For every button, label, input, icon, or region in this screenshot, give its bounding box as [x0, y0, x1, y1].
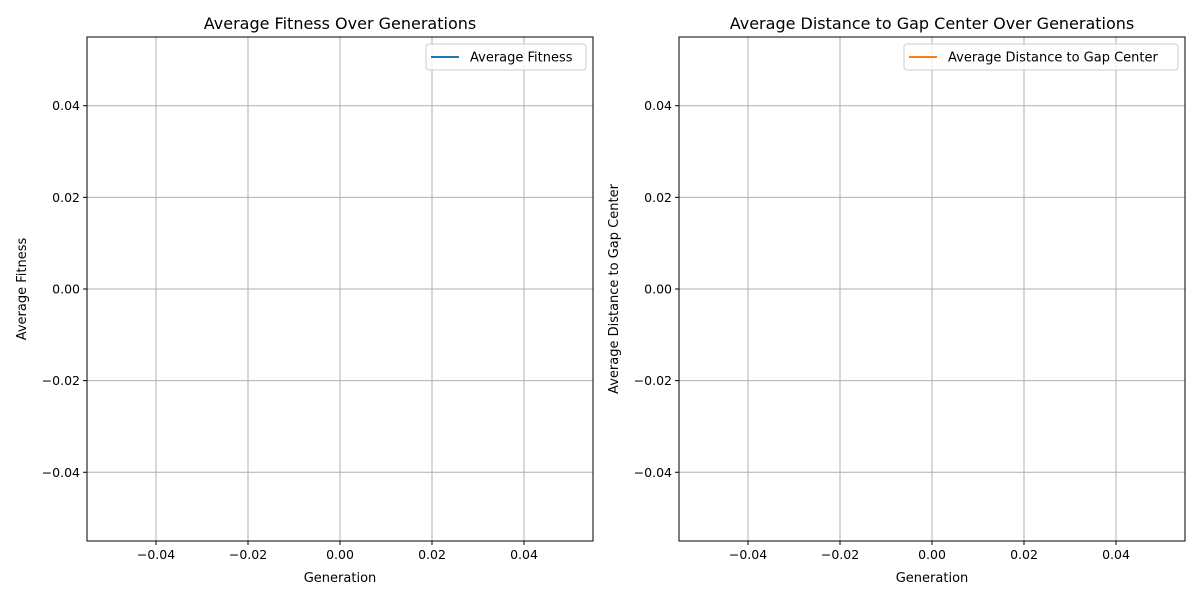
y-tick-label: −0.04 [42, 465, 80, 480]
chart-title: Average Distance to Gap Center Over Gene… [730, 14, 1135, 33]
chart-panel-1: −0.04 −0.02 0.00 0.02 0.04 −0.04 −0.02 0.00 0.02… [15, 14, 594, 586]
x-tick-label: 0.00 [326, 547, 354, 562]
legend-box [903, 43, 1179, 71]
x-tick-label: 0.02 [1010, 547, 1038, 562]
y-tick-label: 0.04 [644, 98, 672, 113]
x-tick-label: 0.04 [510, 547, 538, 562]
x-tick-label: −0.04 [137, 547, 175, 562]
x-tick-label: −0.04 [729, 547, 767, 562]
x-tick-label: 0.02 [418, 547, 446, 562]
y-tick-label: 0.02 [52, 190, 80, 205]
y-tick-label: 0.04 [52, 98, 80, 113]
y-tick-label: 0.02 [644, 190, 672, 205]
x-axis-label: Generation [304, 571, 377, 586]
x-tick-label: 0.04 [1102, 547, 1130, 562]
x-tick-label: −0.02 [821, 547, 859, 562]
legend-label: Average Distance to Gap Center [948, 51, 1159, 66]
legend: Average Fitness [425, 43, 587, 71]
y-tick-label: 0.00 [52, 282, 80, 297]
x-axis-label: Generation [896, 571, 969, 586]
y-tick-label: 0.00 [644, 282, 672, 297]
y-axis-label: Average Distance to Gap Center [607, 183, 622, 394]
y-tick-label: −0.04 [634, 465, 672, 480]
chart-panel-2: −0.04 −0.02 0.00 0.02 0.04 −0.04 −0.02 0.00 0.02… [607, 14, 1186, 586]
legend-box [425, 43, 587, 71]
y-tick-label: −0.02 [634, 373, 672, 388]
y-axis-label: Average Fitness [15, 238, 30, 341]
legend: Average Distance to Gap Center [903, 43, 1179, 71]
legend-label: Average Fitness [470, 51, 573, 66]
x-tick-label: 0.00 [918, 547, 946, 562]
chart-title: Average Fitness Over Generations [204, 14, 476, 33]
x-tick-label: −0.02 [229, 547, 267, 562]
y-tick-label: −0.02 [42, 373, 80, 388]
